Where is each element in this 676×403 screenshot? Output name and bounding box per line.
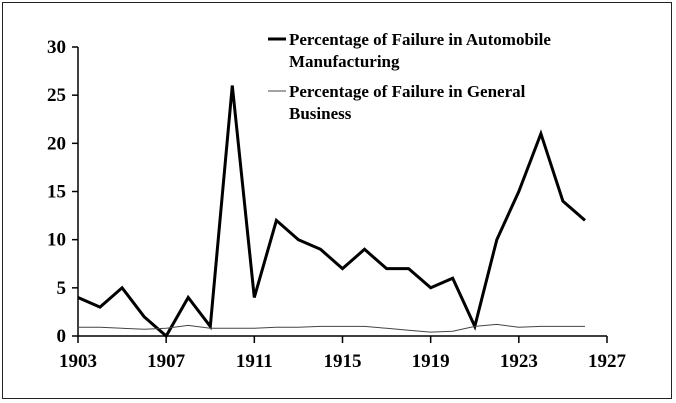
series-line-general-business bbox=[78, 323, 585, 333]
y-tick-label: 0 bbox=[57, 326, 67, 347]
x-tick-label: 1923 bbox=[500, 351, 538, 372]
legend: Percentage of Failure in Automobile Manuf… bbox=[268, 30, 551, 123]
x-tick-label: 1915 bbox=[324, 351, 362, 372]
series-lines bbox=[77, 85, 586, 339]
y-tick-label: 20 bbox=[47, 133, 66, 154]
y-tick-label: 30 bbox=[47, 37, 66, 58]
legend-label: Business bbox=[289, 104, 352, 123]
legend-label: Manufacturing bbox=[289, 52, 400, 71]
x-axis-ticks: 1903 1907 1911 1915 1919 1923 1927 bbox=[59, 336, 627, 372]
y-axis-ticks: 0 5 10 15 20 25 30 bbox=[47, 37, 78, 347]
x-tick-label: 1927 bbox=[588, 351, 627, 372]
x-tick-label: 1903 bbox=[59, 351, 97, 372]
legend-label: Percentage of Failure in Automobile bbox=[289, 30, 551, 49]
y-tick-label: 15 bbox=[47, 182, 66, 203]
y-tick-label: 25 bbox=[47, 85, 66, 106]
series-line-automobile bbox=[77, 85, 586, 339]
x-tick-label: 1919 bbox=[412, 351, 450, 372]
chart-frame bbox=[2, 2, 672, 399]
x-tick-label: 1907 bbox=[147, 351, 186, 372]
y-tick-label: 10 bbox=[47, 230, 66, 251]
y-tick-label: 5 bbox=[57, 278, 67, 299]
x-tick-label: 1911 bbox=[236, 351, 273, 372]
legend-label: Percentage of Failure in General bbox=[289, 82, 526, 101]
